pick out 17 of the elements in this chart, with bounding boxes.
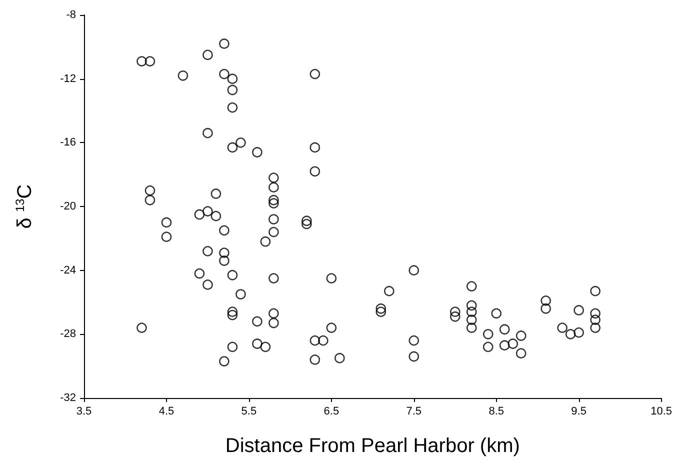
x-tick-label: 5.5 (241, 406, 257, 418)
x-tick-label: 4.5 (158, 406, 174, 418)
x-tick-label: 6.5 (324, 406, 340, 418)
x-axis-title: Distance From Pearl Harbor (km) (225, 435, 520, 457)
y-tick-label: -32 (60, 392, 76, 404)
x-tick-label: 8.5 (488, 406, 504, 418)
x-tick-label: 3.5 (76, 406, 92, 418)
y-tick-label: -8 (66, 9, 76, 21)
y-tick-label: -12 (60, 72, 76, 85)
y-tick-label: -16 (60, 136, 76, 149)
y-tick-label: -24 (60, 264, 76, 276)
x-tick-label: 10.5 (650, 406, 672, 418)
x-tick-label: 7.5 (406, 406, 422, 418)
x-tick-label: 9.5 (571, 406, 586, 418)
y-tick-label: -28 (60, 328, 76, 340)
y-tick-label: -20 (60, 200, 76, 212)
y-axis-title: δ 13C (13, 184, 36, 229)
